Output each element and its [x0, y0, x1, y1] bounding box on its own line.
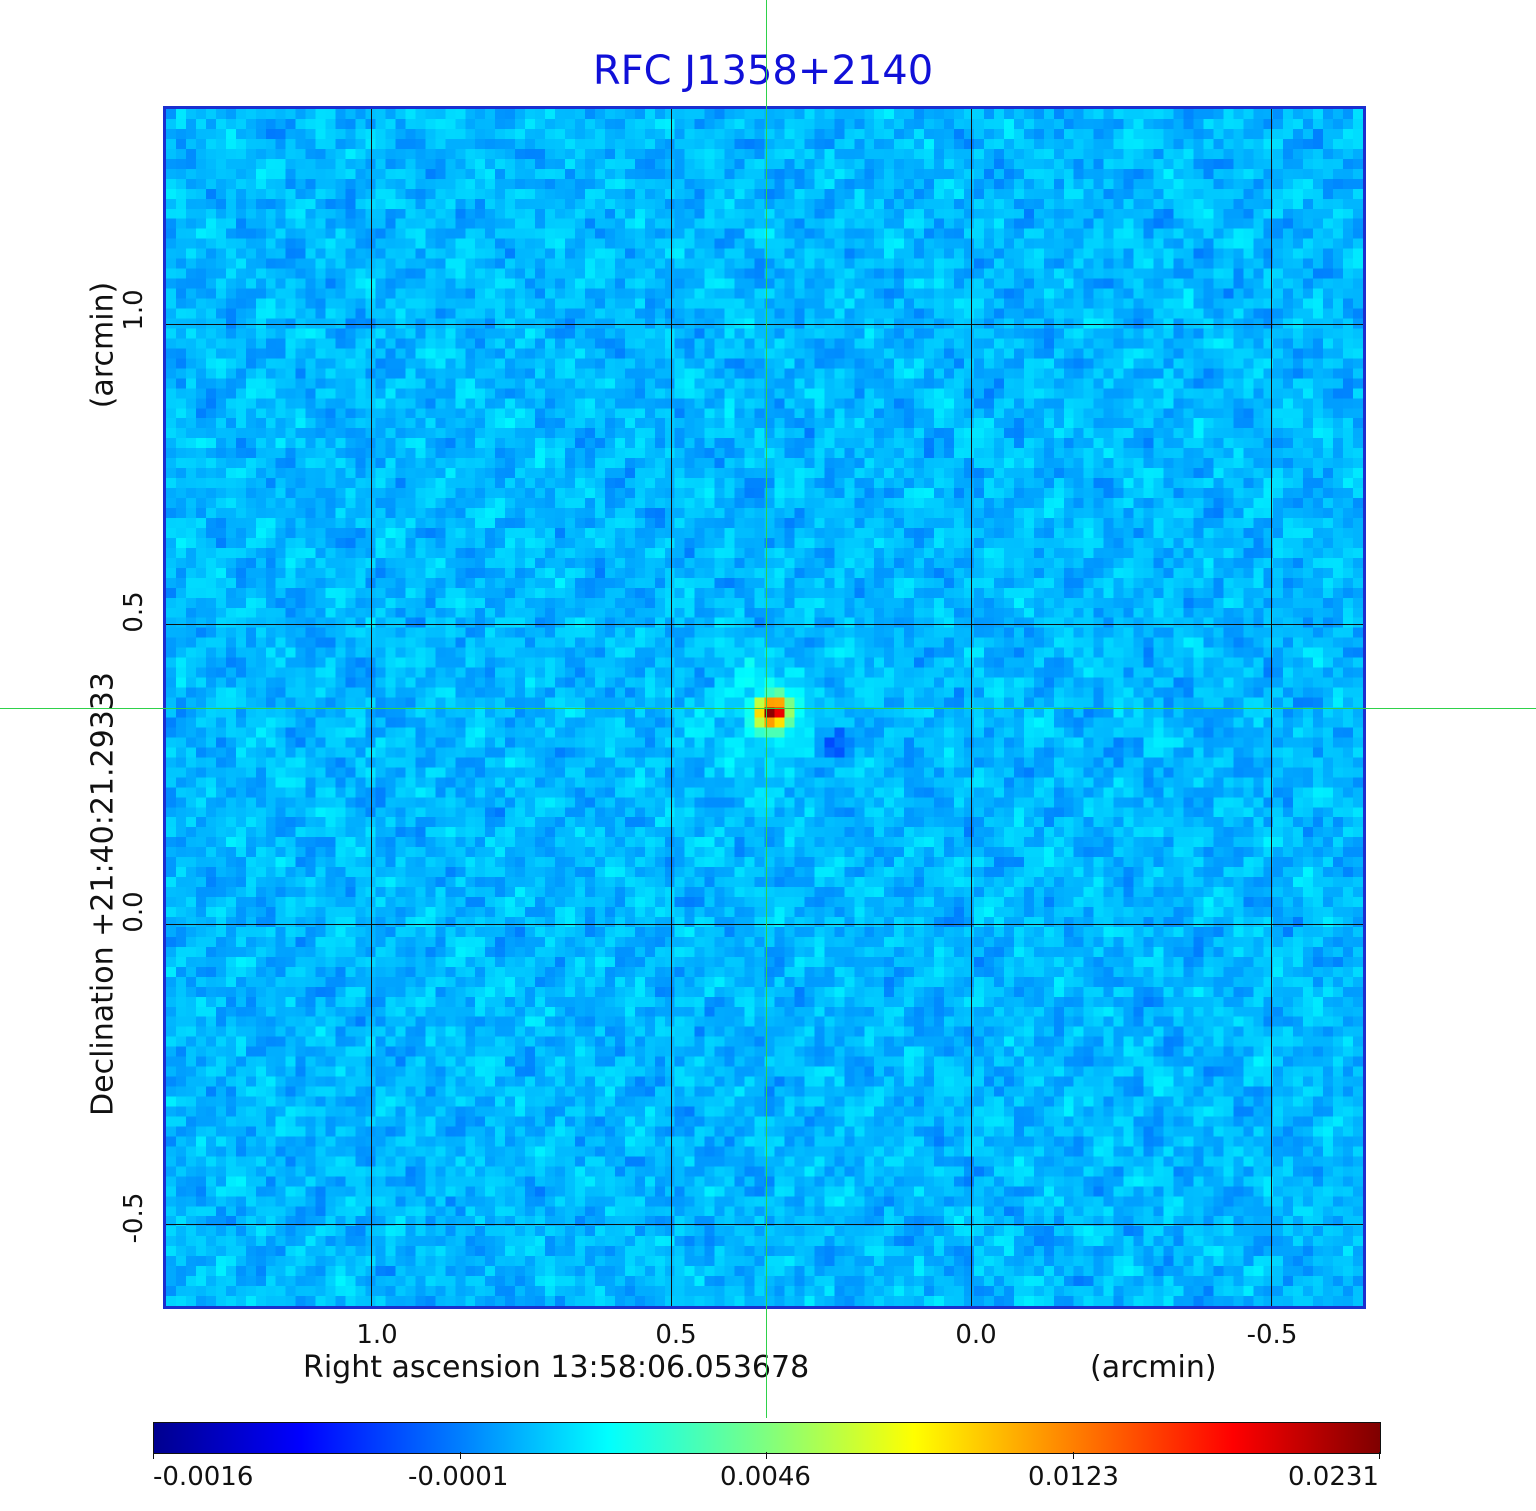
colorbar-tick-label: 0.0231	[1288, 1462, 1379, 1492]
colorbar-tick-label: 0.0046	[720, 1462, 811, 1492]
image-title: RFC J1358+2140	[592, 48, 934, 94]
y-axis-unit: (arcmin)	[85, 281, 121, 409]
sky-map-frame	[163, 106, 1366, 1309]
colorbar-tick	[1379, 1452, 1380, 1459]
colorbar-tick-label: -0.0001	[408, 1462, 509, 1492]
x-tick-label: -0.5	[1246, 1320, 1298, 1350]
grid-line-y-4	[166, 1224, 1363, 1225]
y-tick-label: 1.0	[119, 289, 149, 331]
y-tick-label: 0.0	[119, 891, 149, 933]
sky-map-canvas	[166, 109, 1363, 1306]
grid-line-x-2	[671, 109, 672, 1306]
grid-line-y-1	[166, 324, 1363, 325]
grid-line-x-4	[1271, 109, 1272, 1306]
colorbar	[153, 1422, 1381, 1454]
x-tick-label: 0.0	[955, 1320, 997, 1350]
x-tick-label: 0.5	[655, 1320, 697, 1350]
y-tick-label: -0.5	[119, 1192, 149, 1244]
colorbar-tick	[460, 1452, 461, 1459]
grid-line-y-2	[166, 624, 1363, 625]
colorbar-tick	[1073, 1452, 1074, 1459]
colorbar-tick-label: 0.0123	[1028, 1462, 1119, 1492]
grid-line-x-3	[971, 109, 972, 1306]
x-axis-label: Right ascension 13:58:06.053678	[303, 1350, 810, 1385]
y-tick-label: 0.5	[119, 591, 149, 633]
x-axis-unit: (arcmin)	[1090, 1350, 1217, 1385]
x-tick-label: 1.0	[356, 1320, 398, 1350]
grid-line-y-3	[166, 924, 1363, 925]
grid-line-x-1	[371, 109, 372, 1306]
colorbar-tick	[766, 1452, 767, 1459]
crosshair-horizontal	[0, 708, 1536, 709]
y-axis-label: Declination +21:40:21.29333	[85, 672, 121, 1116]
colorbar-tick-label: -0.0016	[153, 1462, 254, 1492]
colorbar-tick	[153, 1452, 154, 1459]
crosshair-vertical	[766, 0, 767, 1418]
